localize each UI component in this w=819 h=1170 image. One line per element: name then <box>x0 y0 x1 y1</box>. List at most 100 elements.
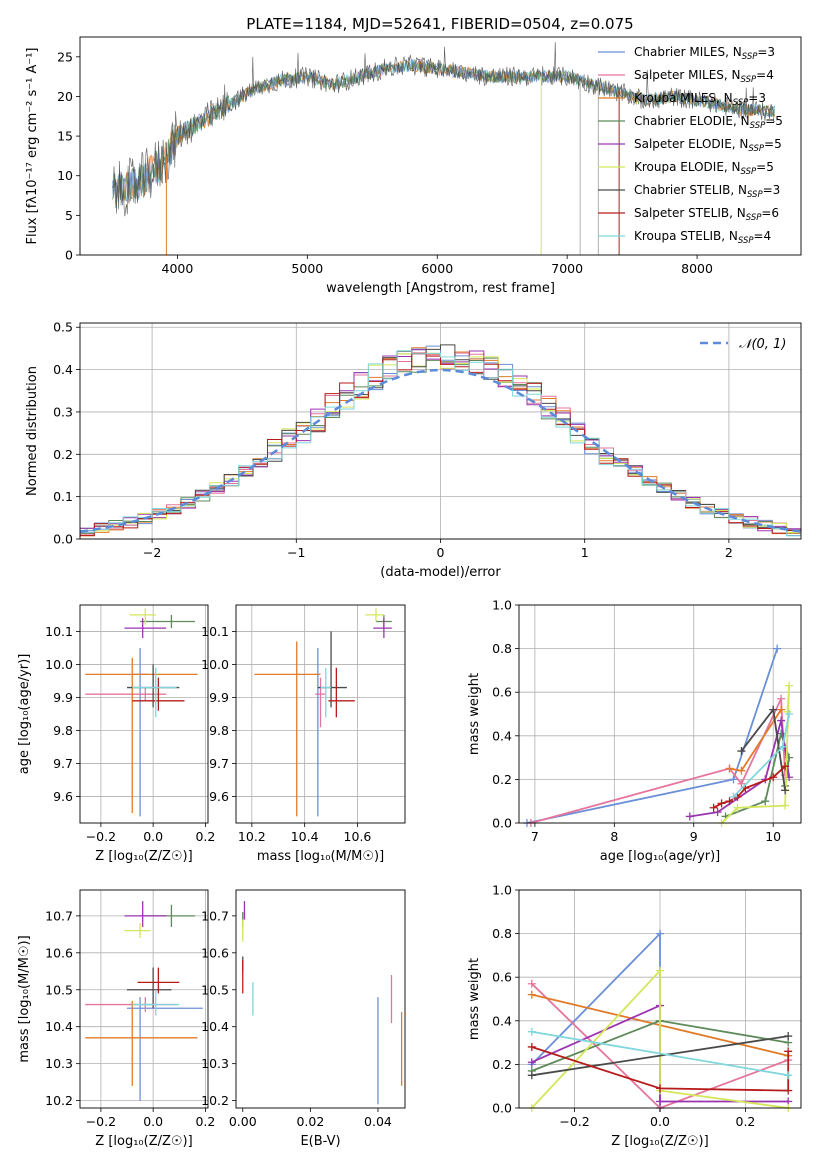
weight-marker <box>737 779 746 788</box>
weight-marker <box>777 716 786 725</box>
x-tick-label: 10.4 <box>291 829 319 844</box>
weight-marker <box>777 694 786 703</box>
x-tick-label: 5000 <box>291 261 323 276</box>
y-tick-label: 9.9 <box>53 690 73 705</box>
y-tick-label: 10 <box>57 168 73 183</box>
weight-marker <box>778 742 787 751</box>
chart-mass-weight-vs-metallicity: −0.2 0.0 0.2 0.0 0.2 0.4 0.6 0.8 1.0 Z [log₁₀(Z/Z… <box>467 883 802 1149</box>
plot-area <box>79 344 802 537</box>
y-axis-label: Flux [fλ10⁻¹⁷ erg cm⁻² s⁻¹ A⁻¹] <box>25 48 40 245</box>
weight-line <box>531 1030 789 1077</box>
axis-frame <box>235 604 406 824</box>
y-tick-label: 0.8 <box>492 926 512 941</box>
y-tick-label: 1.0 <box>492 598 512 613</box>
weight-series <box>737 705 790 795</box>
x-tick-label: 0.2 <box>736 1114 756 1129</box>
weight-series <box>729 710 794 801</box>
weight-marker <box>781 762 790 771</box>
weight-marker <box>527 1027 536 1036</box>
weight-marker <box>785 681 794 690</box>
weight-marker <box>784 1047 793 1056</box>
x-tick-label: 2 <box>725 545 733 560</box>
weight-marker <box>781 801 790 810</box>
y-tick-label: 10.6 <box>201 945 229 960</box>
y-tick-label: 10.3 <box>201 1056 229 1071</box>
weight-marker <box>733 803 742 812</box>
errorbar-point <box>85 687 167 701</box>
chart-age-vs-mass: 10.2 10.4 10.6 9.6 9.7 9.8 9.9 10.0 10.1 mass [lo… <box>201 604 406 864</box>
y-tick-label: 10.0 <box>45 657 73 672</box>
weight-series <box>709 762 790 812</box>
weight-marker <box>769 773 778 782</box>
y-tick-label: 0.8 <box>492 641 512 656</box>
x-tick-label: 0.2 <box>195 829 215 844</box>
weight-marker <box>729 775 738 784</box>
weight-marker <box>781 786 790 795</box>
errorbar-point <box>365 608 384 622</box>
y-tick-label: 0.6 <box>492 970 512 985</box>
errorbar-point <box>129 608 156 625</box>
errorbar-point <box>127 997 203 1101</box>
errorbar-point <box>124 923 151 939</box>
axes: −0.2 0.0 0.2 0.0 0.2 0.4 0.6 0.8 1.0 Z [log₁₀(Z/Z… <box>467 883 802 1149</box>
x-axis-label: wavelength [Angstrom, rest frame] <box>326 281 555 296</box>
legend-entry: Chabrier STELIB, NSSP=3 <box>634 183 780 200</box>
y-tick-label: 10.7 <box>45 908 73 923</box>
y-tick-label: 0.0 <box>492 1101 512 1116</box>
axes: 0.00 0.02 0.04 10.2 10.3 10.4 10.5 10.6 10.7 E(B-… <box>201 889 406 1149</box>
weight-marker <box>784 1071 793 1080</box>
axes: 7 8 9 10 0.0 0.2 0.4 0.6 0.8 1.0 age [log₁₀(age/yr… <box>467 598 802 864</box>
y-axis-label: mass weight <box>467 673 482 755</box>
errorbar-point <box>132 647 148 817</box>
y-tick-label: 10.3 <box>45 1056 73 1071</box>
y-tick-label: 0.3 <box>53 404 73 419</box>
legend-entry: Kroupa STELIB, NSSP=4 <box>634 229 771 246</box>
plot-area <box>254 608 392 817</box>
x-tick-label: 10.6 <box>344 829 372 844</box>
weight-line <box>713 765 786 809</box>
spectrum-line <box>112 42 776 217</box>
figure-title: PLATE=1184, MJD=52641, FIBERID=0504, z=0… <box>246 15 633 33</box>
errorbar-point <box>328 667 355 718</box>
errorbar-point <box>137 967 180 994</box>
weight-marker <box>737 747 746 756</box>
weight-marker <box>527 990 536 999</box>
x-tick-label: −0.2 <box>86 1114 116 1129</box>
y-axis-label: age [log₁₀(age/yr)] <box>17 654 32 775</box>
weight-marker <box>769 705 778 714</box>
y-tick-label: 25 <box>57 49 73 64</box>
y-tick-label: 10.2 <box>45 1093 73 1108</box>
y-tick-label: 10.6 <box>45 945 73 960</box>
x-tick-label: 10.2 <box>238 829 266 844</box>
plot-area <box>527 929 793 1112</box>
y-tick-label: 0.6 <box>492 685 512 700</box>
plot-area <box>112 42 776 255</box>
x-axis-label: mass [log₁₀(M/M☉)] <box>257 849 384 864</box>
y-tick-label: 20 <box>57 89 73 104</box>
weight-line <box>531 1046 790 1092</box>
x-axis-label: Z [log₁₀(Z/Z☉)] <box>611 1134 708 1149</box>
chart-residual-histogram: −2 −1 0 1 2 0.0 0.1 0.2 0.3 0.4 0.5 (data-model)/er… <box>25 320 802 580</box>
weight-series <box>527 1027 793 1080</box>
y-tick-label: 10.5 <box>45 982 73 997</box>
y-tick-label: 10.1 <box>201 624 229 639</box>
x-tick-label: 9 <box>690 829 698 844</box>
errorbar-point <box>85 1000 198 1086</box>
errorbar-point <box>317 631 347 708</box>
chart-spectrum: 4000 5000 6000 7000 8000 0 5 10 15 20 25 wavelength… <box>25 36 802 296</box>
y-tick-label: 9.6 <box>53 789 73 804</box>
weight-line <box>689 720 790 818</box>
errorbar-point <box>254 641 321 817</box>
y-tick-label: 10.4 <box>201 1019 229 1034</box>
weight-marker <box>737 766 746 775</box>
axis-frame <box>518 604 802 824</box>
weight-series <box>527 1042 793 1095</box>
y-tick-label: 9.7 <box>53 756 73 771</box>
y-axis-label: mass weight <box>467 958 482 1040</box>
errorbar-point <box>315 647 321 817</box>
errorbar-point <box>140 614 195 629</box>
axes: −2 −1 0 1 2 0.0 0.1 0.2 0.3 0.4 0.5 (data-model)/er… <box>25 320 802 580</box>
y-axis-label: Normed distribution <box>25 366 40 496</box>
plot-area <box>85 901 203 1101</box>
weight-line <box>531 968 789 1109</box>
